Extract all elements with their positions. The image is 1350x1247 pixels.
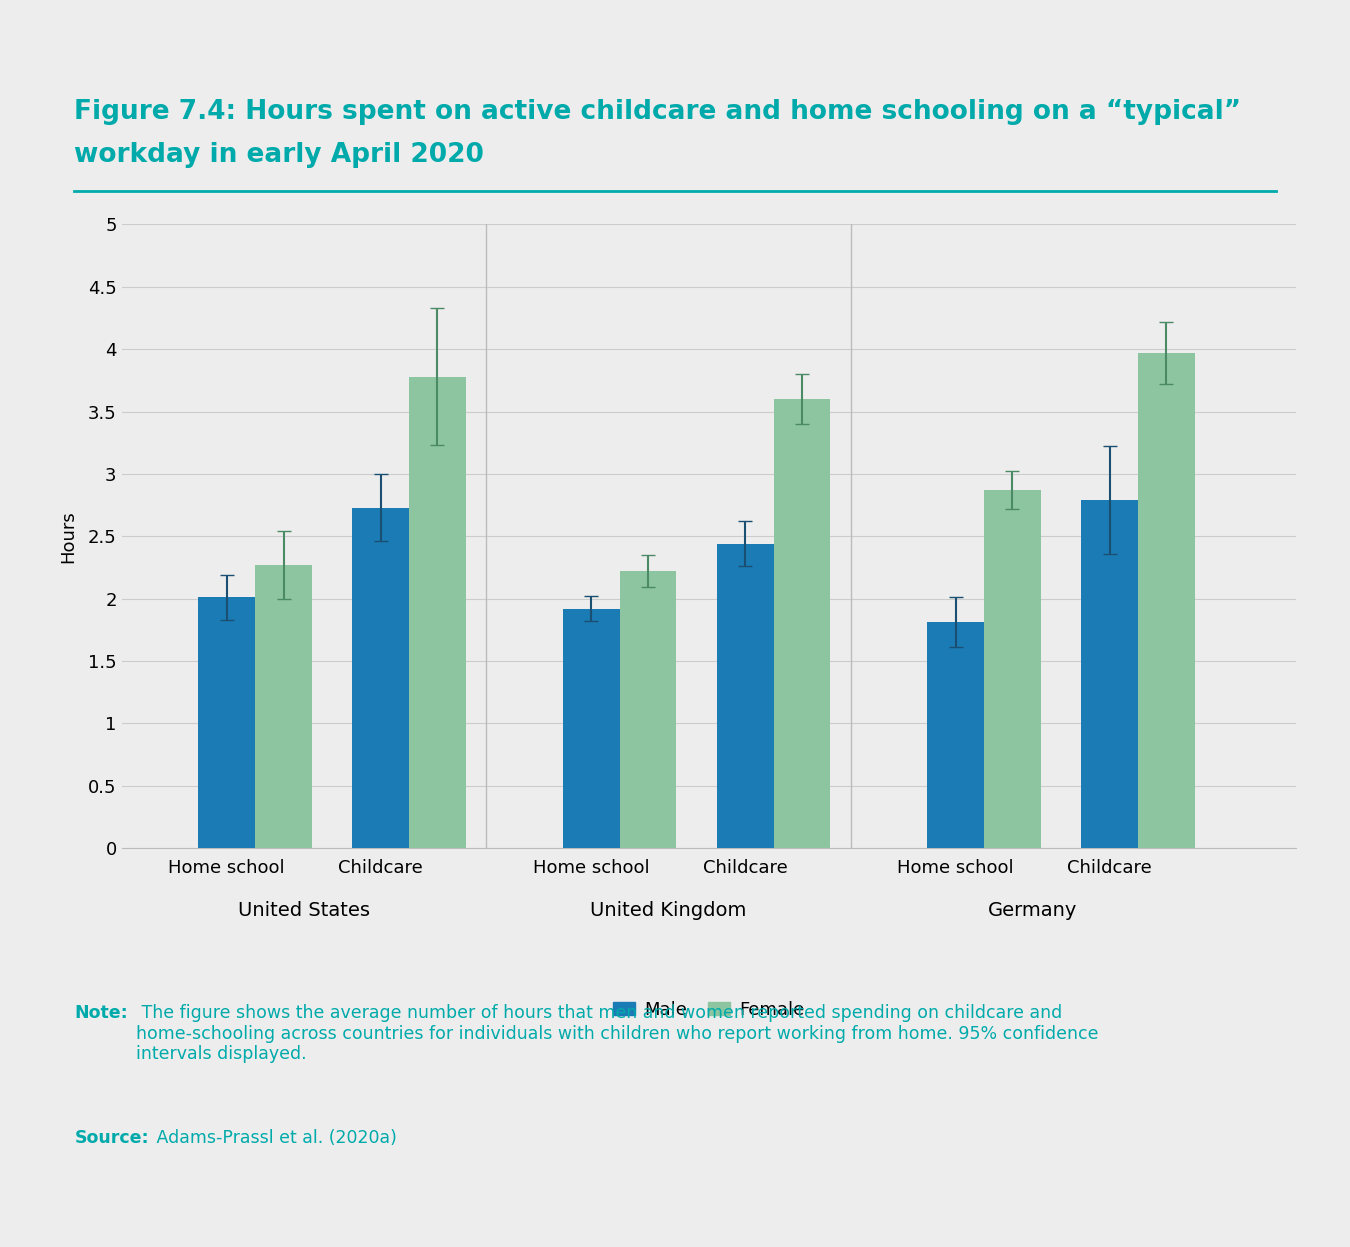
Bar bbox=[1081, 500, 1138, 848]
Text: Note:: Note: bbox=[74, 1004, 128, 1021]
Bar bbox=[927, 622, 984, 848]
Y-axis label: Hours: Hours bbox=[59, 510, 77, 562]
Text: Adams-Prassl et al. (2020a): Adams-Prassl et al. (2020a) bbox=[151, 1129, 397, 1146]
Bar bbox=[352, 508, 409, 848]
Bar bbox=[1138, 353, 1195, 848]
Bar bbox=[717, 544, 774, 848]
Text: United States: United States bbox=[238, 900, 370, 920]
Bar bbox=[409, 377, 466, 848]
Bar bbox=[255, 565, 312, 848]
Bar bbox=[984, 490, 1041, 848]
Bar bbox=[774, 399, 830, 848]
Text: The figure shows the average number of hours that men and women reported spendin: The figure shows the average number of h… bbox=[136, 1004, 1099, 1064]
Text: United Kingdom: United Kingdom bbox=[590, 900, 747, 920]
Bar bbox=[620, 571, 676, 848]
Text: Figure 7.4: Hours spent on active childcare and home schooling on a “typical”: Figure 7.4: Hours spent on active childc… bbox=[74, 99, 1242, 125]
Text: Germany: Germany bbox=[988, 900, 1077, 920]
Legend: Male, Female: Male, Female bbox=[606, 994, 811, 1026]
Text: workday in early April 2020: workday in early April 2020 bbox=[74, 142, 485, 168]
Bar bbox=[563, 609, 620, 848]
Text: Source:: Source: bbox=[74, 1129, 148, 1146]
Bar bbox=[198, 597, 255, 848]
